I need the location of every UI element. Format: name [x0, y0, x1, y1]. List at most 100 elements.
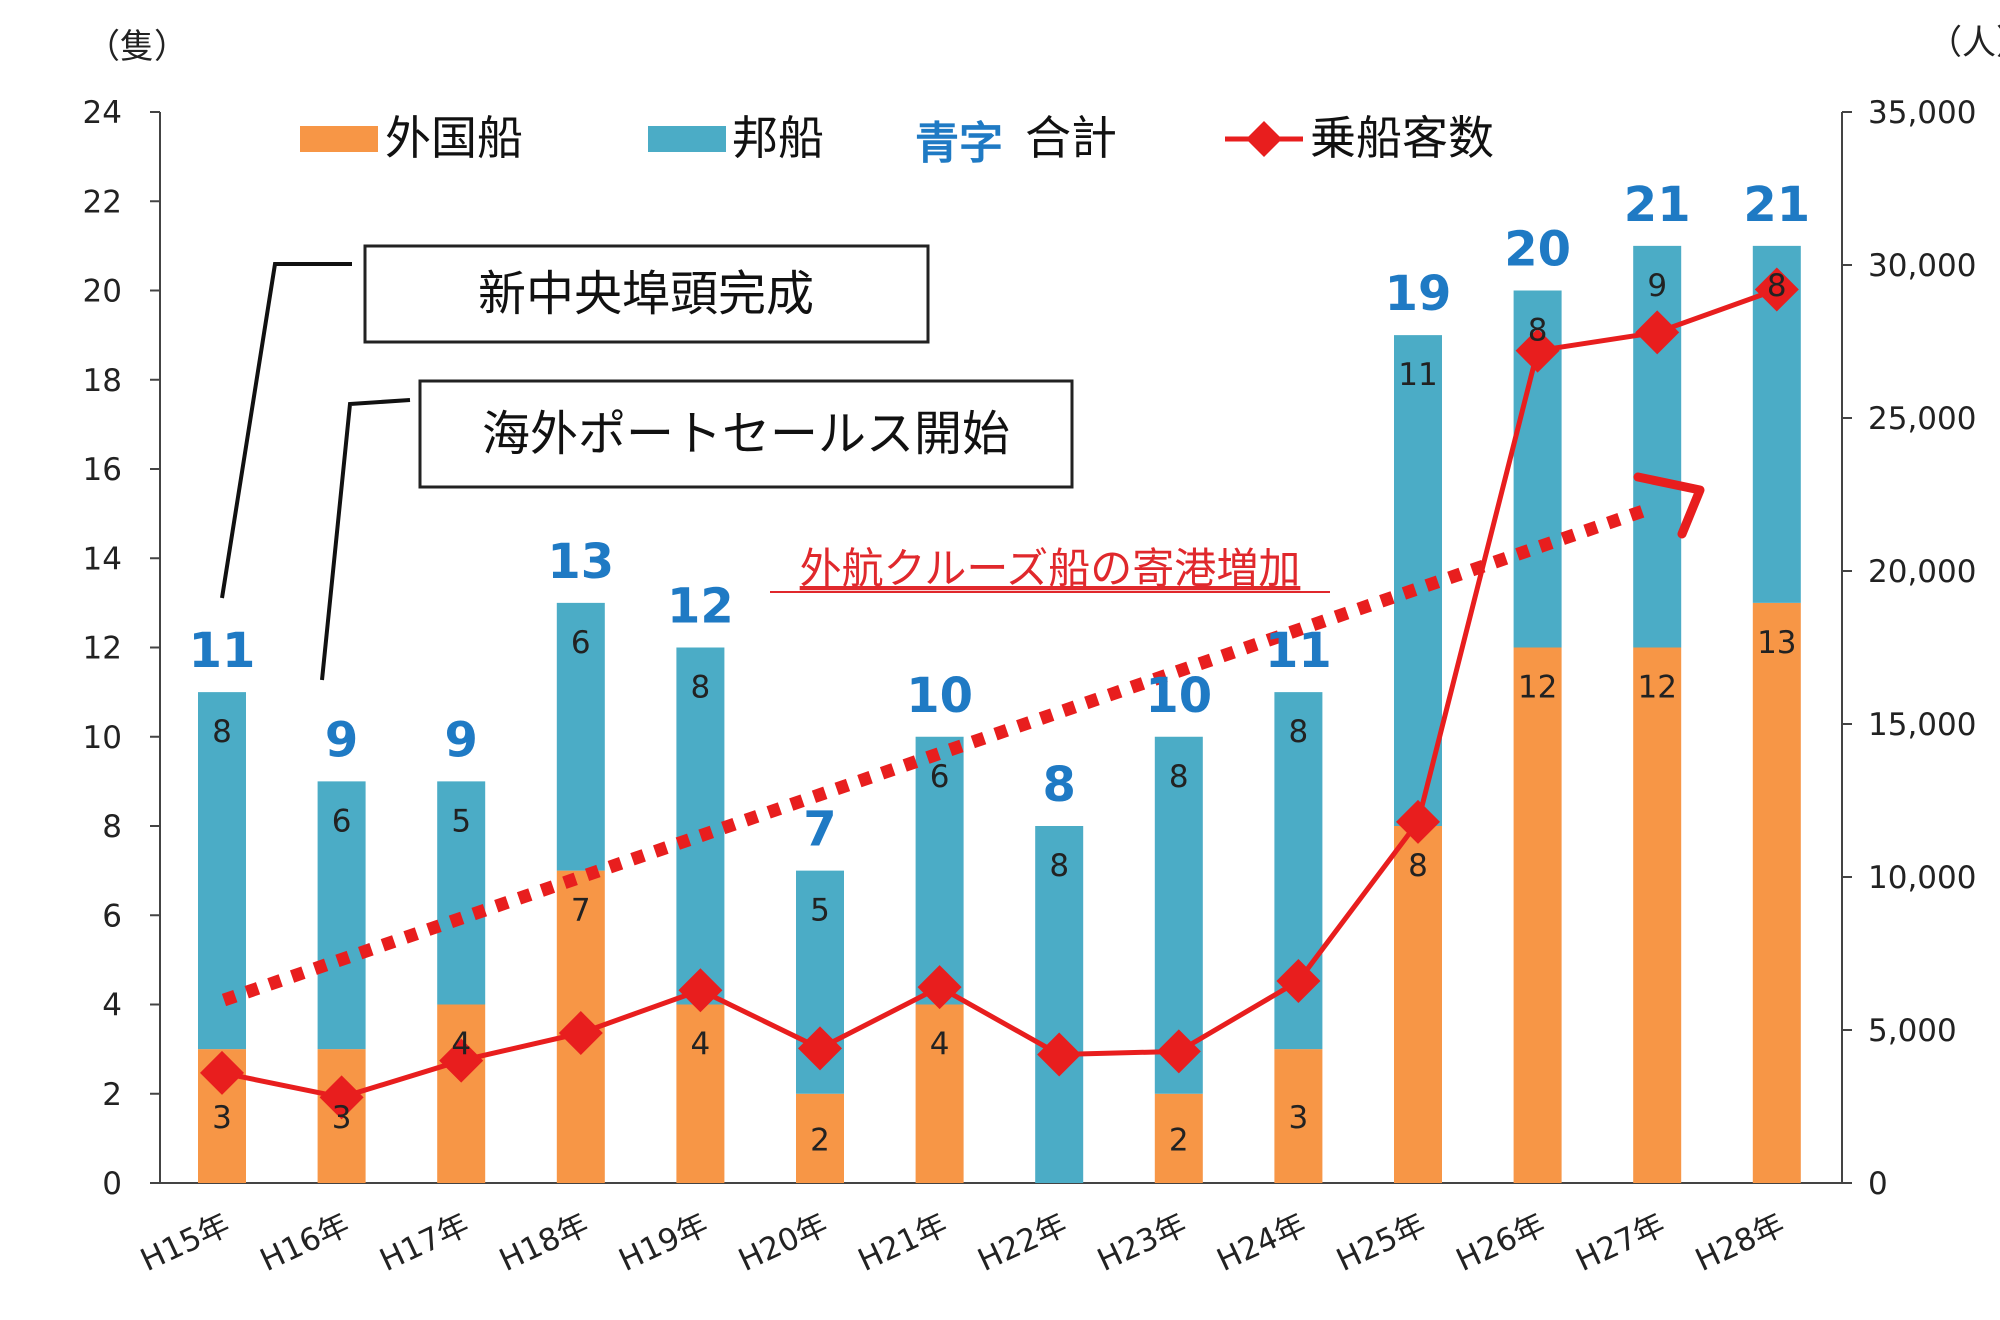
left-tick-label: 4	[102, 988, 122, 1024]
annotation-callout-2	[320, 398, 411, 681]
x-tick-label: H26年	[1451, 1207, 1551, 1279]
domestic-value-label: 8	[1169, 759, 1189, 795]
right-tick-label: 25,000	[1868, 401, 1976, 437]
passenger-marker	[1515, 328, 1560, 373]
domestic-value-label: 5	[451, 803, 471, 839]
annotation-box-2-text: 海外ポートセールス開始	[482, 406, 1010, 462]
bar-foreign	[1513, 647, 1562, 1183]
x-tick-label: H18年	[494, 1207, 594, 1279]
domestic-value-label: 5	[810, 893, 830, 929]
total-value-label: 10	[906, 668, 973, 724]
legend-label-domestic: 邦船	[732, 111, 824, 165]
domestic-value-label: 8	[1289, 714, 1309, 750]
bars	[198, 245, 1801, 1183]
bar-foreign	[1274, 1049, 1323, 1183]
passenger-marker	[917, 965, 962, 1010]
total-value-label: 10	[1145, 668, 1212, 724]
passenger-marker	[1156, 1029, 1201, 1074]
left-tick-label: 24	[83, 95, 122, 131]
domestic-value-label: 6	[930, 759, 950, 795]
x-tick-label: H27年	[1570, 1207, 1670, 1279]
total-value-label: 19	[1385, 266, 1452, 322]
left-tick-label: 22	[83, 184, 122, 220]
passenger-marker	[1635, 310, 1680, 355]
bar-foreign	[676, 1004, 725, 1183]
passenger-line	[200, 267, 1799, 1120]
foreign-value-label: 2	[810, 1122, 830, 1158]
total-value-label: 9	[325, 712, 358, 768]
total-value-label: 11	[189, 623, 256, 679]
total-value-label: 11	[1265, 623, 1332, 679]
passenger-marker	[1396, 799, 1440, 844]
legend-swatch-foreign	[300, 126, 378, 152]
bar-domestic	[915, 736, 964, 1005]
right-tick-label: 30,000	[1868, 248, 1976, 284]
passenger-marker	[558, 1011, 603, 1056]
domestic-value-label: 8	[1528, 313, 1548, 349]
left-axis-unit: （隻）	[86, 27, 188, 67]
left-tick-label: 14	[83, 541, 122, 577]
left-tick-label: 2	[102, 1077, 122, 1113]
legend-marker-passengers	[1246, 121, 1282, 157]
total-value-label: 7	[803, 802, 836, 858]
domestic-value-label: 11	[1398, 357, 1437, 393]
foreign-value-label: 3	[332, 1100, 352, 1136]
right-axis-unit: （人）	[1928, 23, 2000, 63]
left-tick-label: 20	[83, 274, 122, 310]
foreign-value-label: 12	[1518, 670, 1557, 706]
foreign-value-label: 12	[1637, 670, 1676, 706]
total-value-label: 8	[1042, 757, 1075, 813]
bar-foreign	[1752, 602, 1801, 1183]
bar-domestic	[198, 692, 246, 1050]
x-tick-label: H17年	[374, 1207, 474, 1279]
total-value-label: 21	[1624, 177, 1691, 233]
right-tick-label: 10,000	[1868, 860, 1976, 896]
bar-domestic	[676, 647, 725, 1005]
total-value-label: 21	[1743, 177, 1810, 233]
right-tick-label: 15,000	[1868, 707, 1976, 743]
foreign-value-label: 2	[1169, 1122, 1189, 1158]
x-tick-label: H20年	[733, 1207, 833, 1279]
domestic-value-label: 8	[1049, 848, 1069, 884]
left-tick-label: 0	[102, 1166, 122, 1202]
bar-foreign	[1154, 1093, 1203, 1183]
x-tick-label: H15年	[135, 1207, 235, 1279]
passenger-marker	[439, 1038, 484, 1083]
left-tick-label: 8	[102, 809, 122, 845]
total-value-label: 20	[1504, 222, 1571, 278]
legend-label-total: 合計	[1025, 111, 1117, 165]
right-tick-label: 35,000	[1868, 95, 1976, 131]
foreign-value-label: 3	[1289, 1100, 1309, 1136]
x-tick-label: H23年	[1092, 1207, 1192, 1279]
right-tick-label: 20,000	[1868, 554, 1976, 590]
legend-label-passengers: 乗船客数	[1310, 111, 1494, 165]
domestic-value-label: 6	[332, 803, 352, 839]
x-tick-label: H25年	[1331, 1207, 1431, 1279]
bar-foreign	[437, 1004, 486, 1183]
right-tick-label: 0	[1868, 1166, 1888, 1202]
bar-domestic	[1035, 826, 1084, 1183]
trend-line	[221, 501, 1655, 1007]
foreign-value-label: 4	[930, 1027, 950, 1063]
left-tick-label: 16	[83, 452, 122, 488]
bar-domestic	[437, 781, 486, 1005]
x-tick-label: H19年	[614, 1207, 714, 1279]
annotation-callout-1	[220, 262, 352, 599]
total-value-label: 9	[444, 712, 477, 768]
bar-foreign	[796, 1093, 844, 1183]
left-tick-label: 6	[102, 898, 122, 934]
trend-arrowhead	[1633, 472, 1705, 539]
total-value-label: 12	[667, 579, 734, 635]
passenger-marker	[678, 968, 723, 1013]
left-tick-label: 18	[83, 363, 122, 399]
x-tick-label: H22年	[972, 1207, 1072, 1279]
passenger-marker	[1754, 267, 1799, 312]
foreign-value-label: 7	[571, 893, 591, 929]
passenger-marker	[200, 1050, 244, 1095]
passenger-marker	[319, 1075, 364, 1120]
right-tick-label: 5,000	[1868, 1013, 1957, 1049]
bar-foreign	[1394, 826, 1442, 1183]
data-labels: 3 8 11 3 6 9 4 5 9 7 6 13 4 8 12 2 5 7 4 6 10 8 8 2 8 10 3 8 11 8 11 19…	[189, 177, 1811, 1159]
